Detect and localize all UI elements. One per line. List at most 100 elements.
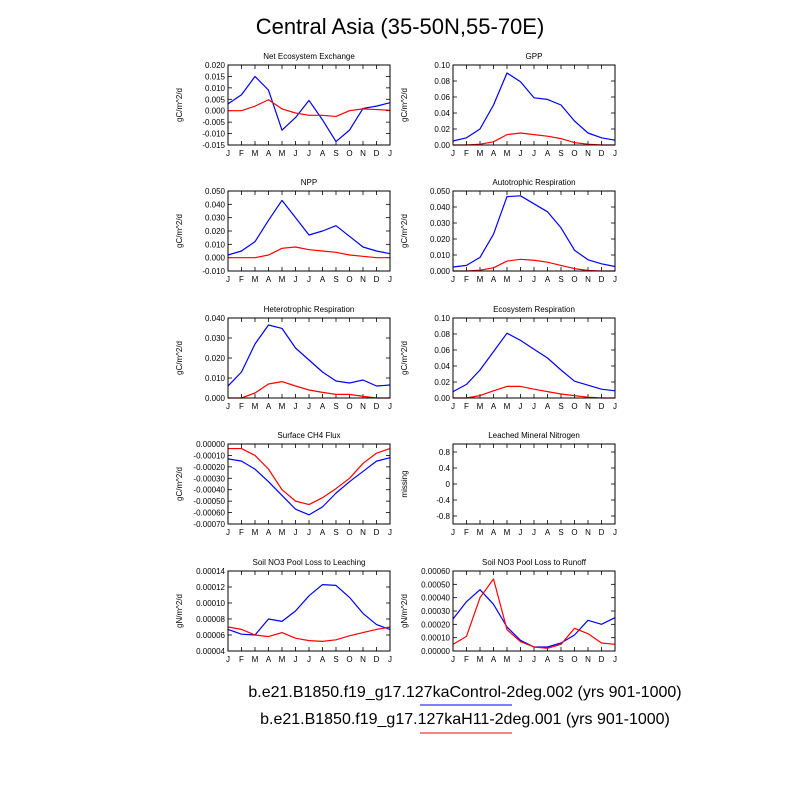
x-tick-label: J	[519, 402, 523, 411]
x-tick-label: A	[545, 655, 551, 664]
x-tick-label: J	[532, 149, 536, 158]
plot-frame	[227, 317, 391, 399]
x-tick-label: S	[333, 402, 338, 411]
x-tick-label: J	[613, 275, 617, 284]
x-tick-label: J	[519, 275, 523, 284]
x-tick-label: M	[477, 402, 484, 411]
x-tick-label: J	[226, 149, 230, 158]
x-tick-label: M	[504, 402, 511, 411]
x-tick-label: J	[519, 528, 523, 537]
panel-title: Net Ecosystem Exchange	[263, 52, 355, 61]
x-tick-label: N	[360, 655, 366, 664]
y-tick-label: 0.00	[434, 394, 450, 403]
y-tick-label: 0.000	[205, 107, 226, 116]
y-tick-label: 0.00004	[196, 647, 225, 656]
series-line	[228, 447, 391, 506]
panel: Surface CH4 Flux gC/m^2/d 0.00000 -0.00010 -…	[175, 431, 392, 537]
y-axis-label: gC/m^2/d	[400, 88, 409, 122]
x-tick-label: N	[585, 275, 591, 284]
x-tick-label: O	[346, 275, 352, 284]
x-tick-label: S	[558, 402, 563, 411]
panel: Autotrophic Respiration gC/m^2/d 0.050 0.04…	[400, 178, 617, 284]
y-tick-label: 0.06	[434, 346, 450, 355]
x-tick-label: D	[374, 402, 380, 411]
panel-title: Ecosystem Respiration	[493, 305, 575, 314]
y-axis-label: gN/m^2/d	[400, 594, 409, 628]
y-tick-label: 0.040	[205, 314, 226, 323]
series-line	[452, 195, 616, 268]
x-tick-label: J	[532, 275, 536, 284]
panel: Soil NO3 Pool Loss to Runoff gN/m^2/d 0.00…	[400, 558, 617, 664]
y-tick-label: 0.005	[205, 95, 226, 104]
y-tick-label: 0.00000	[196, 440, 225, 449]
y-tick-label: 0.020	[205, 61, 226, 70]
x-tick-label: M	[477, 528, 484, 537]
plot-frame	[452, 317, 616, 399]
x-tick-label: D	[374, 149, 380, 158]
x-tick-label: F	[239, 402, 244, 411]
y-tick-label: -0.8	[436, 512, 450, 521]
x-tick-label: J	[294, 275, 298, 284]
x-tick-label: M	[477, 149, 484, 158]
x-tick-label: A	[491, 528, 497, 537]
x-tick-label: D	[374, 528, 380, 537]
x-tick-label: N	[360, 528, 366, 537]
series-line	[227, 324, 391, 387]
y-tick-label: 0.050	[205, 187, 226, 196]
y-tick-label: 0.00040	[421, 594, 450, 603]
y-axis-label: gC/m^2/d	[175, 88, 184, 122]
y-tick-label: 0	[446, 480, 451, 489]
y-tick-label: -0.00020	[193, 463, 225, 472]
x-tick-label: A	[266, 275, 272, 284]
series-line	[452, 72, 616, 142]
y-tick-label: -0.00040	[193, 486, 225, 495]
y-tick-label: 0.00014	[196, 567, 225, 576]
x-tick-label: A	[320, 528, 326, 537]
x-tick-label: O	[346, 655, 352, 664]
y-tick-label: 0.04	[434, 362, 450, 371]
x-tick-label: J	[613, 528, 617, 537]
y-tick-label: -0.00050	[193, 497, 225, 506]
panel-title: Soil NO3 Pool Loss to Leaching	[253, 558, 366, 567]
x-tick-label: J	[613, 655, 617, 664]
x-tick-label: M	[252, 528, 259, 537]
main-title: Central Asia (35-50N,55-70E)	[256, 14, 545, 39]
x-tick-label: F	[239, 149, 244, 158]
y-tick-label: 0.010	[205, 240, 226, 249]
y-tick-label: 0.00030	[421, 607, 450, 616]
x-tick-label: J	[294, 655, 298, 664]
x-tick-label: F	[464, 402, 469, 411]
x-tick-label: J	[307, 275, 311, 284]
panel: NPP gC/m^2/d 0.050 0.040 0.030 0.020 0.010 0.00…	[175, 178, 392, 284]
x-tick-label: D	[599, 275, 605, 284]
x-tick-label: J	[226, 402, 230, 411]
x-tick-label: J	[307, 149, 311, 158]
x-tick-label: J	[532, 402, 536, 411]
x-tick-label: A	[266, 149, 272, 158]
y-tick-label: 0.00010	[196, 599, 225, 608]
panel: Ecosystem Respiration gC/m^2/d 0.10 0.08 0.0…	[400, 305, 617, 411]
y-axis-label: gC/m^2/d	[175, 467, 184, 501]
panel-title: GPP	[526, 52, 543, 61]
y-tick-label: 0.010	[205, 374, 226, 383]
series-line	[452, 578, 616, 649]
x-tick-label: F	[464, 655, 469, 664]
y-tick-label: 0.020	[205, 354, 226, 363]
x-tick-label: J	[451, 275, 455, 284]
x-tick-label: O	[571, 149, 577, 158]
panel-title: Leached Mineral Nitrogen	[488, 431, 580, 440]
plot-frame	[227, 443, 391, 525]
x-tick-label: O	[346, 149, 352, 158]
x-tick-label: M	[252, 275, 259, 284]
y-tick-label: 0.04	[434, 109, 450, 118]
legend: b.e21.B1850.f19_g17.127kaControl-2deg.00…	[248, 684, 682, 734]
x-tick-label: O	[346, 402, 352, 411]
y-tick-label: 0.020	[205, 227, 226, 236]
y-tick-label: 0.040	[205, 200, 226, 209]
series-line	[227, 199, 391, 256]
y-axis-label: gC/m^2/d	[400, 341, 409, 375]
x-tick-label: M	[504, 528, 511, 537]
x-tick-label: D	[374, 655, 380, 664]
plot-frame	[452, 570, 616, 652]
series-line	[227, 626, 391, 643]
